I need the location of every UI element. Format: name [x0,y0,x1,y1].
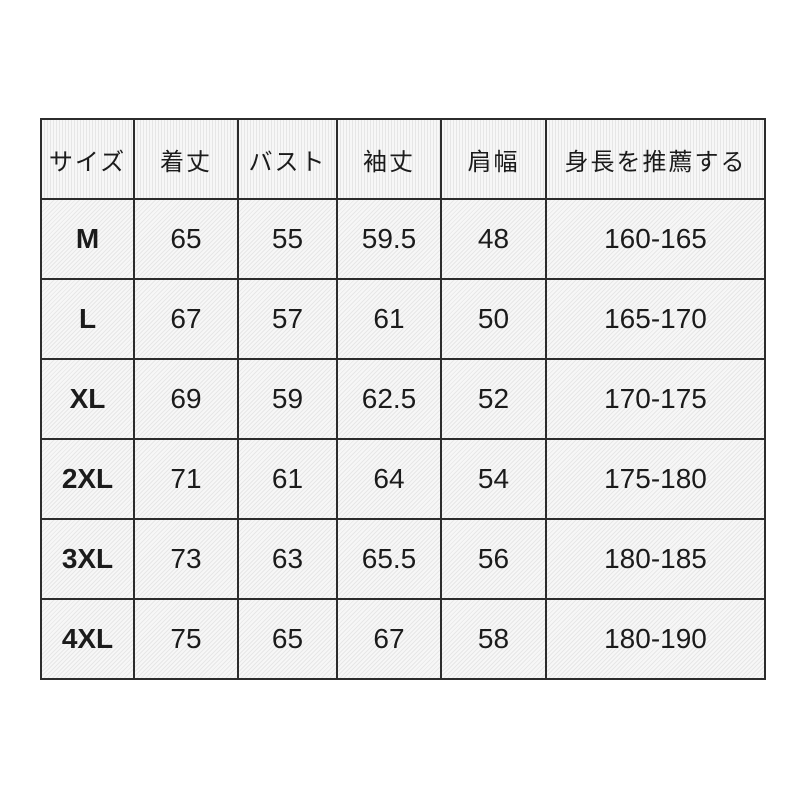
cell-size: XL [40,358,135,440]
cell-length: 65 [133,198,239,280]
cell-size: 3XL [40,518,135,600]
cell-bust: 63 [237,518,338,600]
cell-length: 69 [133,358,239,440]
table-row-m: M 65 55 59.5 48 160-165 [40,198,766,280]
cell-sleeve: 61 [336,278,442,360]
cell-size: M [40,198,135,280]
cell-bust: 57 [237,278,338,360]
size-chart-table: サイズ 着丈 バスト 袖丈 肩幅 身長を推薦する M 65 55 59.5 48… [40,118,766,680]
cell-height: 170-175 [545,358,766,440]
cell-shoulder: 56 [440,518,547,600]
table-row-4xl: 4XL 75 65 67 58 180-190 [40,598,766,680]
cell-length: 71 [133,438,239,520]
cell-size: 4XL [40,598,135,680]
cell-height: 160-165 [545,198,766,280]
cell-height: 175-180 [545,438,766,520]
size-chart-container: サイズ 着丈 バスト 袖丈 肩幅 身長を推薦する M 65 55 59.5 48… [40,118,766,680]
header-cell-shoulder: 肩幅 [440,118,547,200]
cell-height: 180-185 [545,518,766,600]
cell-bust: 65 [237,598,338,680]
table-row-l: L 67 57 61 50 165-170 [40,278,766,360]
cell-sleeve: 59.5 [336,198,442,280]
table-row-3xl: 3XL 73 63 65.5 56 180-185 [40,518,766,600]
cell-height: 165-170 [545,278,766,360]
header-cell-sleeve: 袖丈 [336,118,442,200]
cell-sleeve: 65.5 [336,518,442,600]
header-cell-length: 着丈 [133,118,239,200]
header-cell-bust: バスト [237,118,338,200]
cell-length: 75 [133,598,239,680]
table-row-xl: XL 69 59 62.5 52 170-175 [40,358,766,440]
cell-bust: 61 [237,438,338,520]
header-cell-recommended-height: 身長を推薦する [545,118,766,200]
cell-size: L [40,278,135,360]
cell-bust: 55 [237,198,338,280]
table-row-2xl: 2XL 71 61 64 54 175-180 [40,438,766,520]
cell-shoulder: 50 [440,278,547,360]
cell-length: 73 [133,518,239,600]
cell-bust: 59 [237,358,338,440]
header-cell-size: サイズ [40,118,135,200]
cell-sleeve: 62.5 [336,358,442,440]
cell-shoulder: 48 [440,198,547,280]
header-row: サイズ 着丈 バスト 袖丈 肩幅 身長を推薦する [40,118,766,200]
cell-shoulder: 58 [440,598,547,680]
cell-height: 180-190 [545,598,766,680]
cell-sleeve: 67 [336,598,442,680]
cell-sleeve: 64 [336,438,442,520]
cell-size: 2XL [40,438,135,520]
cell-shoulder: 52 [440,358,547,440]
cell-length: 67 [133,278,239,360]
cell-shoulder: 54 [440,438,547,520]
